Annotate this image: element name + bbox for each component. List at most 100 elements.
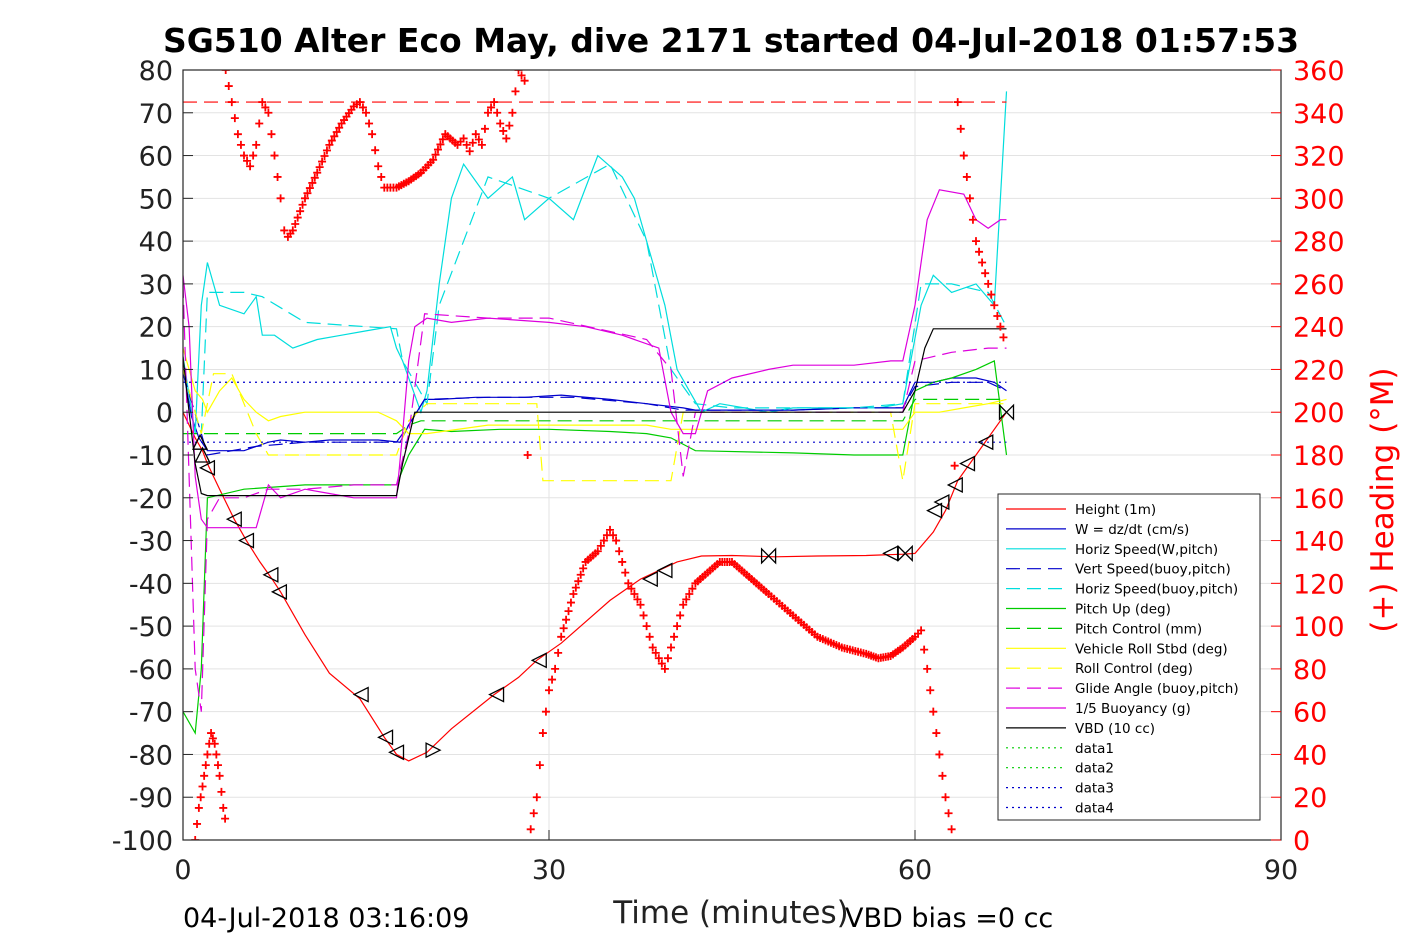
x-axis-ticks: 0 30 60 90 (174, 830, 1298, 886)
heading-marker (258, 98, 267, 107)
heading-marker (574, 577, 583, 586)
y2-tick-label: 40 (1293, 740, 1327, 771)
heading-marker (935, 750, 944, 759)
heading-marker (362, 108, 370, 117)
depth-marker (262, 566, 279, 583)
depth-marker (760, 547, 777, 565)
depth-marker (926, 502, 943, 519)
legend-entry-label: Pitch Up (deg) (1075, 602, 1171, 618)
heading-marker (465, 147, 474, 156)
heading-marker (648, 643, 657, 652)
heading-marker (645, 632, 654, 641)
y-tick-label: 60 (139, 142, 173, 173)
heading-marker (377, 172, 386, 181)
legend-entry-label: Vert Speed(buoy,pitch) (1075, 562, 1231, 578)
heading-marker (562, 615, 571, 624)
legend-entry-label: Vehicle Roll Stbd (deg) (1075, 641, 1228, 657)
legend-entry-label: data2 (1075, 761, 1114, 777)
series-line-7 (183, 398, 1007, 435)
heading-marker (490, 98, 499, 107)
heading-marker (688, 584, 697, 593)
heading-marker (301, 194, 309, 203)
legend-entry-label: VBD (10 cc) (1075, 721, 1155, 737)
y-axis-right-ticks: 0 20 40 60 80 100 120 140 160 180 200 220 240 260 280 3… (1271, 56, 1345, 857)
depth-marker (377, 729, 394, 746)
heading-marker (950, 461, 959, 470)
x-tick-label: 60 (898, 855, 932, 886)
heading-marker (526, 825, 535, 834)
y2-tick-label: 180 (1293, 441, 1345, 472)
depth-marker (998, 403, 1015, 421)
heading-marker (593, 547, 602, 556)
heading-marker (305, 184, 314, 193)
heading-marker (471, 130, 480, 139)
heading-marker (639, 611, 648, 620)
heading-marker (618, 557, 627, 566)
heading-marker (984, 279, 993, 288)
y2-tick-label: 280 (1293, 227, 1345, 258)
heading-marker (627, 584, 636, 593)
heading-marker (606, 525, 614, 534)
heading-marker (523, 451, 532, 459)
footer-vbd-bias: VBD bias =0 cc (845, 903, 1053, 934)
y-tick-label: -80 (129, 740, 173, 771)
depth-marker (194, 446, 211, 463)
y-tick-label: 80 (139, 56, 173, 87)
heading-marker (332, 128, 341, 137)
heading-marker (203, 750, 212, 759)
depth-marker (192, 433, 209, 450)
y-tick-label: 20 (139, 313, 173, 344)
depth-marker (897, 544, 913, 562)
y-tick-label: 0 (156, 398, 173, 429)
heading-marker (196, 793, 205, 802)
y2-tick-label: 120 (1293, 569, 1345, 600)
heading-marker (502, 134, 511, 143)
y-axis-left-ticks: -100-90-80-70-60-50-40-30-20-10010203040… (112, 56, 193, 857)
series-line-2 (183, 369, 1007, 452)
heading-marker (956, 124, 965, 133)
x-tick-label: 90 (1264, 855, 1298, 886)
heading-marker (545, 686, 553, 695)
heading-marker (246, 162, 255, 171)
heading-marker (947, 825, 956, 834)
heading-marker (208, 734, 217, 743)
heading-marker (959, 151, 968, 160)
heading-marker (609, 531, 618, 540)
x-tick-label: 0 (174, 855, 191, 886)
heading-marker (996, 322, 1005, 331)
heading-marker (636, 600, 645, 609)
heading-marker (219, 803, 228, 812)
legend-entry-label: Horiz Speed(W,pitch) (1075, 542, 1218, 558)
heading-marker (987, 290, 996, 299)
heading-marker (670, 632, 679, 641)
heading-marker (310, 173, 319, 182)
y2-tick-label: 100 (1293, 612, 1345, 643)
heading-marker (230, 114, 239, 123)
heading-marker (538, 729, 547, 738)
heading-marker (920, 645, 929, 654)
heading-marker (252, 140, 261, 149)
heading-marker (325, 140, 334, 149)
heading-marker (215, 771, 224, 780)
heading-marker (462, 140, 471, 149)
heading-marker (978, 258, 987, 267)
heading-marker (926, 686, 935, 695)
heading-marker (318, 157, 327, 166)
heading-marker (322, 146, 331, 155)
y-tick-label: 30 (139, 270, 173, 301)
heading-marker (548, 675, 557, 684)
legend-entry-label: Height (1m) (1075, 502, 1156, 518)
heading-marker (293, 213, 302, 222)
heading-marker (438, 135, 447, 144)
heading-marker (975, 247, 984, 256)
heading-marker (493, 108, 502, 117)
heading-marker (249, 151, 258, 160)
x-tick-label: 30 (532, 855, 566, 886)
heading-marker (965, 194, 974, 203)
heading-marker (221, 70, 230, 74)
heading-marker (621, 568, 630, 577)
heading-marker (557, 632, 566, 641)
y2-tick-label: 60 (1293, 698, 1327, 729)
series-line-4 (183, 373, 1007, 456)
y-tick-label: -30 (129, 527, 173, 558)
